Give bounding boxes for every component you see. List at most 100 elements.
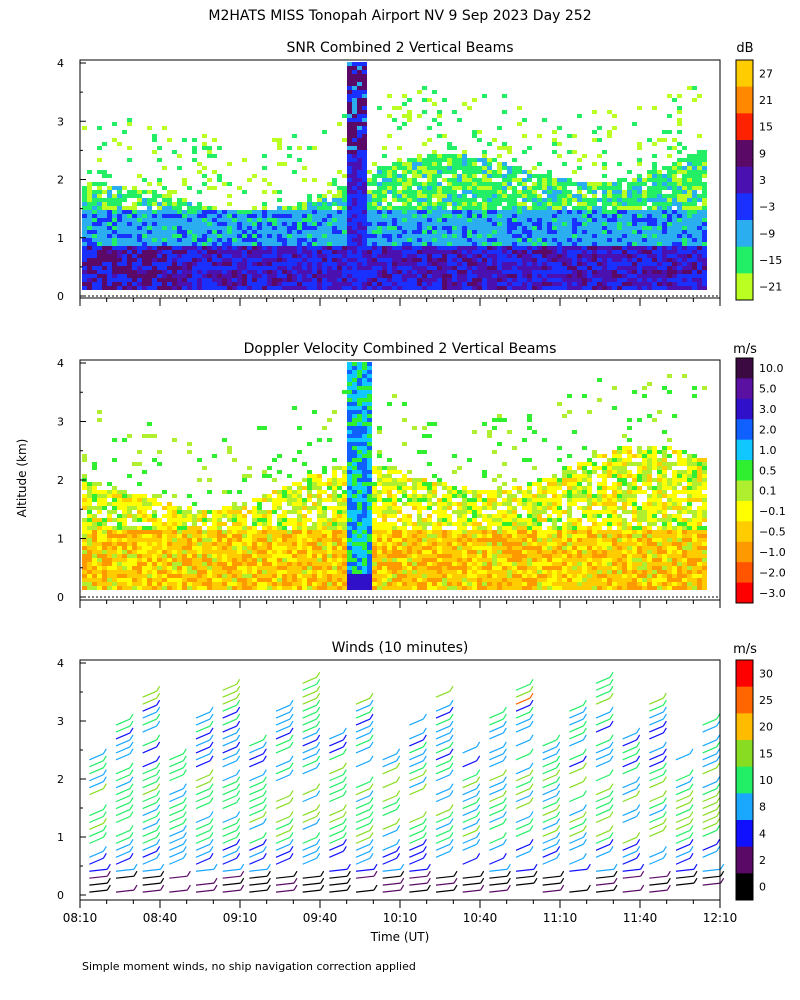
velocity-cell [307,578,312,582]
snr-cell [242,222,247,226]
snr-cell [522,266,527,270]
snr-cell [602,242,607,246]
snr-cell [542,206,547,210]
velocity-cell [137,502,142,506]
snr-cell [677,262,682,266]
snr-cell [302,270,307,274]
velocity-cell [307,586,312,590]
snr-cell [582,210,587,214]
snr-cell [227,258,232,262]
snr-cell [187,246,192,250]
snr-cell [322,206,327,210]
snr-cell [112,250,117,254]
snr-cell [272,258,277,262]
snr-cell [567,194,572,198]
snr-cell [107,194,112,198]
velocity-cell [292,530,297,534]
snr-cell [532,286,537,290]
snr-cell [362,162,367,166]
snr-cell [162,226,167,230]
snr-cell [347,166,352,170]
snr-cell [682,202,687,206]
snr-cell [357,110,362,114]
snr-cell [552,226,557,230]
snr-cell [212,282,217,286]
snr-cell [132,274,137,278]
snr-cell [547,226,552,230]
snr-cell [547,190,552,194]
velocity-cell [97,566,102,570]
snr-cell [362,106,367,110]
snr-cell [627,238,632,242]
snr-cell [207,154,212,158]
snr-cell [347,126,352,130]
snr-cell [562,226,567,230]
velocity-cell [322,526,327,530]
snr-cell [582,234,587,238]
snr-cell [517,274,522,278]
snr-cell [557,226,562,230]
velocity-cell [107,574,112,578]
velocity-cell [252,518,257,522]
snr-cell [342,282,347,286]
snr-cell [472,270,477,274]
snr-cell [697,174,702,178]
velocity-cell [142,558,147,562]
snr-cell [602,286,607,290]
snr-cell [207,246,212,250]
snr-cell [582,254,587,258]
snr-cell [592,190,597,194]
velocity-cell [87,490,92,494]
velocity-cell [267,582,272,586]
snr-cell [402,114,407,118]
snr-cell [382,242,387,246]
velocity-cell [197,458,202,462]
snr-cell [517,238,522,242]
snr-cell [322,250,327,254]
snr-cell [282,246,287,250]
velocity-cell [162,530,167,534]
snr-cell [397,270,402,274]
snr-cell [532,222,537,226]
snr-cell [102,142,107,146]
snr-cell [167,234,172,238]
velocity-cell [312,586,317,590]
snr-cell [347,282,352,286]
velocity-cell [287,550,292,554]
snr-cell [502,194,507,198]
velocity-cell [197,562,202,566]
snr-cell [692,198,697,202]
snr-cell [187,238,192,242]
snr-cell [442,154,447,158]
velocity-cell [167,586,172,590]
snr-cell [167,254,172,258]
snr-cell [347,178,352,182]
snr-cell [647,174,652,178]
snr-cell [137,198,142,202]
velocity-cell [322,514,327,518]
velocity-cell [292,574,297,578]
snr-cell [222,278,227,282]
snr-cell [692,202,697,206]
snr-cell [497,198,502,202]
snr-cell [167,242,172,246]
velocity-cell [87,562,92,566]
snr-cell [667,234,672,238]
velocity-cell [252,562,257,566]
velocity-cell [152,518,157,522]
snr-cell [377,266,382,270]
velocity-cell [292,494,297,498]
snr-cell [527,214,532,218]
snr-cell [352,90,357,94]
snr-cell [332,262,337,266]
snr-cell [547,210,552,214]
snr-cell [122,262,127,266]
snr-cell [197,238,202,242]
snr-cell [382,194,387,198]
snr-cell [677,238,682,242]
snr-cell [202,266,207,270]
velocity-cell [327,478,332,482]
snr-cell [612,274,617,278]
snr-cell [522,218,527,222]
snr-cell [337,242,342,246]
